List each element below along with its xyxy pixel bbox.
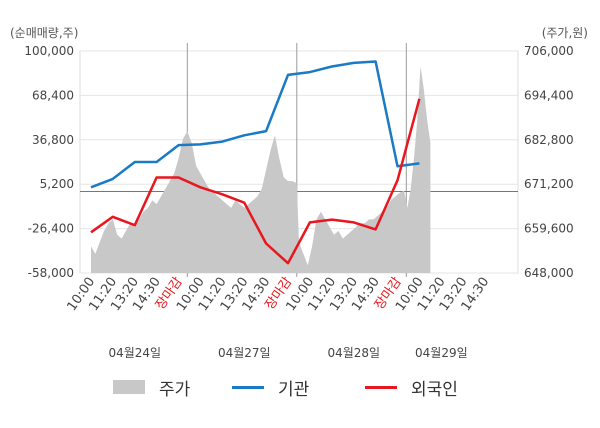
series-institution-line (90, 60, 420, 189)
y-right-tick-label: 682,800 (524, 133, 574, 147)
y-right-tick-label: 694,400 (524, 88, 574, 102)
y-left-tick-label: 100,000 (24, 44, 74, 58)
legend-label-institution: 기관 (278, 379, 310, 400)
legend: 주가 기관 외국인 (0, 372, 600, 402)
series-foreigner-line (90, 98, 421, 265)
day-label: 04월27일 (218, 346, 271, 360)
left-axis-unit: (순매매량,주) (10, 26, 78, 40)
legend-label-foreigner: 외국인 (411, 379, 458, 400)
legend-swatch-price (113, 380, 145, 394)
y-left-tick-label: 36,800 (32, 133, 74, 147)
day-label: 04월28일 (327, 346, 380, 360)
right-axis-unit: (주가,원) (542, 26, 588, 40)
legend-label-price: 주가 (159, 379, 191, 400)
day-label: 04월24일 (108, 346, 161, 360)
day-label: 04월29일 (415, 346, 468, 360)
legend-item-institution: 기관 (232, 372, 309, 402)
y-right-tick-label: 706,000 (524, 44, 574, 58)
legend-swatch-foreigner (365, 385, 397, 389)
legend-item-foreigner: 외국인 (365, 372, 458, 402)
series-price-area (91, 66, 431, 273)
price-area-layer (91, 66, 431, 273)
y-left-tick-label: -26,400 (28, 222, 74, 236)
flow-lines-layer (90, 60, 421, 265)
legend-item-price: 주가 (113, 372, 190, 402)
axes: 100,000 706,000 68,400 694,400 36,800 682,800… (24, 44, 573, 360)
legend-swatch-institution (232, 385, 264, 389)
y-right-tick-label: 648,000 (524, 266, 574, 280)
y-left-tick-label: 5,200 (40, 177, 74, 191)
y-left-tick-label: -58,000 (28, 266, 74, 280)
y-left-tick-label: 68,400 (32, 88, 74, 102)
y-right-tick-label: 671,200 (524, 177, 574, 191)
y-right-tick-label: 659,600 (524, 222, 574, 236)
